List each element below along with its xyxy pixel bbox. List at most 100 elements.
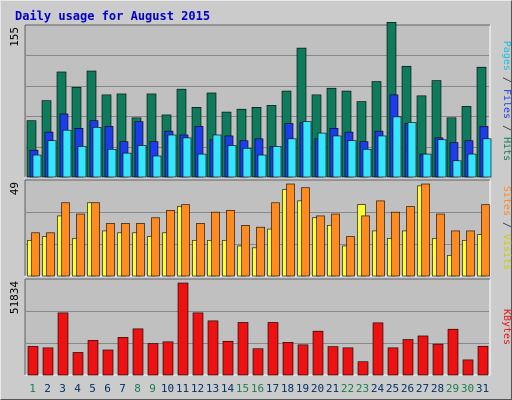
- pages-bar-day-7: [122, 152, 132, 178]
- pages-bar-day-30: [467, 153, 477, 178]
- legend-separator: /: [501, 216, 512, 234]
- legend-hits: Hits: [501, 137, 512, 161]
- sites-bar-day-26: [406, 206, 415, 277]
- day-label-10: 10: [161, 382, 174, 395]
- pages-bar-day-1: [32, 154, 42, 178]
- pages-bar-day-2: [47, 140, 57, 178]
- day-label-21: 21: [326, 382, 339, 395]
- day-label-4: 4: [74, 382, 81, 395]
- pages-bar-day-13: [212, 134, 222, 178]
- pages-bar-day-6: [107, 149, 117, 178]
- day-label-12: 12: [191, 382, 204, 395]
- pages-bar-day-19: [302, 121, 312, 178]
- kbytes-bar-day-20: [312, 330, 324, 376]
- day-label-8: 8: [134, 382, 141, 395]
- day-label-24: 24: [371, 382, 385, 395]
- pages-bar-day-15: [242, 148, 252, 178]
- y-max-label-3: 51834: [8, 281, 21, 314]
- day-label-25: 25: [386, 382, 399, 395]
- day-label-14: 14: [221, 382, 235, 395]
- kbytes-bar-day-16: [252, 348, 264, 376]
- kbytes-bar-day-6: [102, 349, 114, 376]
- kbytes-bar-day-23: [357, 361, 369, 376]
- day-label-18: 18: [281, 382, 294, 395]
- day-label-28: 28: [431, 382, 444, 395]
- pages-bar-day-11: [182, 137, 192, 178]
- sites-bar-day-21: [331, 213, 340, 277]
- pages-bar-day-25: [392, 116, 402, 178]
- kbytes-bar-day-22: [342, 347, 354, 376]
- day-label-22: 22: [341, 382, 354, 395]
- kbytes-bar-day-1: [27, 346, 39, 376]
- kbytes-bar-day-17: [267, 322, 279, 376]
- legend-sites: Sites: [501, 186, 512, 216]
- kbytes-bar-day-3: [57, 312, 69, 376]
- day-label-19: 19: [296, 382, 309, 395]
- pages-bar-day-29: [452, 160, 462, 178]
- sites-bar-day-10: [166, 209, 175, 277]
- sites-bar-day-9: [151, 217, 160, 277]
- kbytes-bar-day-18: [282, 342, 294, 376]
- sites-bar-day-22: [346, 236, 355, 277]
- sites-bar-day-12: [196, 223, 205, 277]
- pages-bar-day-3: [62, 129, 72, 178]
- kbytes-bar-day-2: [42, 347, 54, 376]
- legend-visits: Visits: [501, 234, 512, 270]
- series-legend-1: Pages / Files / Hits: [501, 41, 512, 161]
- pages-bar-day-26: [407, 122, 417, 178]
- kbytes-bar-day-21: [327, 346, 339, 376]
- kbytes-bar-day-10: [162, 341, 174, 376]
- day-label-1: 1: [29, 382, 36, 395]
- day-label-17: 17: [266, 382, 279, 395]
- pages-bar-day-10: [167, 134, 177, 178]
- day-label-11: 11: [176, 382, 189, 395]
- day-label-16: 16: [251, 382, 264, 395]
- day-label-29: 29: [446, 382, 459, 395]
- pages-bar-day-24: [377, 135, 387, 178]
- kbytes-bar-day-28: [432, 343, 444, 376]
- legend-pages: Pages: [501, 41, 512, 71]
- legend-separator: /: [501, 119, 512, 137]
- sites-bar-day-28: [436, 213, 445, 277]
- pages-bar-day-28: [437, 139, 447, 178]
- pages-bar-day-14: [227, 145, 237, 178]
- sites-bar-day-27: [421, 183, 430, 277]
- series-legend-3: KBytes: [501, 309, 512, 345]
- pages-bar-day-12: [197, 153, 207, 178]
- day-label-6: 6: [104, 382, 111, 395]
- kbytes-bar-day-12: [192, 312, 204, 376]
- kbytes-bar-day-25: [387, 347, 399, 376]
- sites-bar-day-1: [31, 232, 40, 277]
- sites-bar-day-25: [391, 211, 400, 277]
- kbytes-bar-day-26: [402, 339, 414, 376]
- kbytes-bar-day-15: [237, 322, 249, 376]
- sites-bar-day-24: [376, 200, 385, 277]
- y-max-label-2: 49: [8, 182, 21, 195]
- day-label-20: 20: [311, 382, 324, 395]
- pages-bar-day-16: [257, 154, 267, 178]
- sites-bar-day-23: [361, 215, 370, 277]
- day-label-27: 27: [416, 382, 429, 395]
- legend-separator: /: [501, 71, 512, 89]
- pages-bar-day-31: [482, 138, 492, 178]
- kbytes-bar-day-8: [132, 328, 144, 376]
- sites-bar-day-8: [136, 223, 145, 277]
- sites-bar-day-5: [91, 202, 100, 277]
- pages-bar-day-18: [287, 138, 297, 178]
- sites-bar-day-11: [181, 204, 190, 277]
- pages-bar-day-20: [317, 132, 327, 178]
- kbytes-bar-day-30: [462, 359, 474, 376]
- kbytes-bar-day-4: [72, 352, 84, 376]
- legend-kbytes: KBytes: [501, 309, 512, 345]
- kbytes-bar-day-24: [372, 322, 384, 376]
- sites-bar-day-20: [316, 215, 325, 277]
- sites-bar-day-30: [466, 230, 475, 277]
- sites-bar-day-4: [76, 213, 85, 277]
- day-label-31: 31: [476, 382, 489, 395]
- day-label-30: 30: [461, 382, 474, 395]
- sites-bar-day-16: [256, 226, 265, 277]
- kbytes-bar-day-5: [87, 340, 99, 376]
- day-label-2: 2: [44, 382, 51, 395]
- day-label-15: 15: [236, 382, 249, 395]
